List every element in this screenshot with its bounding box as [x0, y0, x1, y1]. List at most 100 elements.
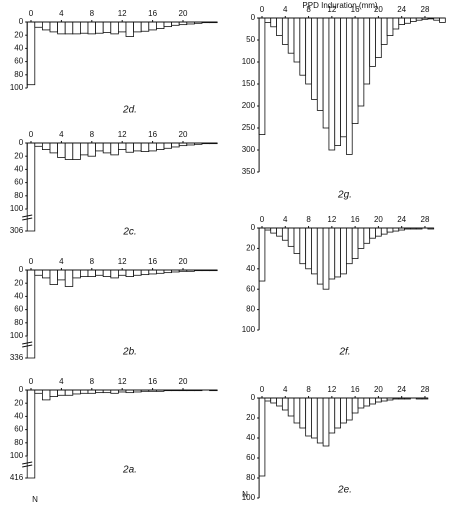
bar	[316, 17, 324, 111]
y-tick-label: 80	[14, 318, 23, 327]
bar	[49, 269, 58, 285]
bar	[299, 17, 307, 76]
bar	[276, 227, 283, 237]
y-tick-label: 100	[10, 204, 24, 213]
x-axis-label: PPD Induration (mm)	[302, 1, 377, 10]
bar	[42, 142, 51, 150]
bar	[125, 21, 134, 37]
bar	[72, 269, 81, 279]
x-tick-label: 0	[29, 377, 34, 386]
panel-title: 2b.	[122, 347, 137, 358]
x-tick-label: 8	[306, 385, 311, 394]
bar	[148, 21, 157, 31]
x-tick-label: 28	[421, 385, 430, 394]
bar	[380, 17, 388, 45]
y-tick-label: 60	[14, 305, 23, 314]
bar	[133, 21, 142, 33]
y-tick-label: 0	[251, 223, 256, 232]
axis-break	[22, 461, 33, 468]
x-tick-label: 24	[397, 385, 406, 394]
x-tick-label: 20	[374, 215, 383, 224]
y-tick-label: 60	[14, 57, 23, 66]
bar	[163, 142, 172, 149]
bar	[64, 269, 74, 287]
bar	[72, 389, 81, 395]
bar	[118, 269, 127, 276]
bar	[64, 21, 74, 35]
panel-title: 2g.	[337, 190, 352, 201]
panel-title: 2a.	[122, 465, 137, 476]
y-tick-label: 40	[14, 412, 23, 421]
y-tick-label: 40	[14, 292, 23, 301]
x-tick-label: 8	[90, 9, 95, 18]
bar	[49, 389, 58, 397]
bar	[369, 17, 376, 67]
y-tick-label: 250	[242, 123, 256, 132]
x-tick-label: 24	[397, 5, 406, 14]
y-axis-label: N	[242, 490, 248, 499]
bar	[363, 17, 371, 85]
bar	[375, 397, 382, 403]
y-tick-label: 40	[246, 264, 255, 273]
bar	[334, 397, 341, 429]
bar	[148, 269, 157, 275]
x-tick-label: 4	[283, 5, 288, 14]
bar	[110, 269, 119, 279]
bar	[293, 17, 301, 63]
x-tick-label: 20	[179, 257, 188, 266]
y-tick-label: 80	[246, 305, 255, 314]
bar	[351, 227, 359, 260]
y-tick-label: 50	[246, 35, 255, 44]
bar	[357, 227, 365, 249]
bar	[258, 17, 266, 135]
bar	[311, 227, 318, 275]
y-tick-label: 0	[19, 265, 24, 274]
x-tick-label: 16	[148, 130, 157, 139]
x-tick-label: 0	[260, 5, 265, 14]
bar	[270, 227, 277, 234]
x-tick-label: 20	[179, 130, 188, 139]
y-tick-label: 40	[14, 44, 23, 53]
y-tick-label: 40	[14, 165, 23, 174]
bar	[276, 397, 283, 407]
bar	[133, 269, 142, 276]
bar	[102, 142, 112, 154]
y-tick-label: 20	[246, 413, 255, 422]
bar	[345, 397, 353, 421]
bar	[380, 227, 388, 235]
x-tick-label: 0	[260, 385, 265, 394]
y-tick-label: 100	[10, 451, 24, 460]
bar	[42, 389, 51, 401]
bar	[334, 227, 341, 278]
x-tick-label: 0	[29, 9, 34, 18]
bar	[87, 142, 96, 157]
bar	[369, 397, 376, 405]
bar	[148, 142, 157, 152]
x-tick-label: 28	[421, 5, 430, 14]
bar	[64, 142, 74, 160]
bar	[80, 269, 89, 277]
bar	[264, 17, 272, 23]
y-tick-label: 0	[19, 138, 24, 147]
bar	[439, 17, 446, 23]
x-tick-label: 20	[179, 377, 188, 386]
bar	[171, 142, 180, 148]
bar	[125, 142, 134, 153]
x-tick-label: 8	[90, 257, 95, 266]
bar	[322, 17, 330, 129]
y-tick-label: 20	[14, 398, 23, 407]
bar	[72, 21, 81, 35]
bar	[340, 397, 347, 424]
x-tick-label: 28	[421, 215, 430, 224]
bar	[375, 227, 382, 237]
bar	[334, 17, 341, 146]
y-tick-label: 350	[242, 167, 256, 176]
x-tick-label: 4	[59, 257, 64, 266]
bar	[281, 17, 289, 45]
bar	[392, 17, 400, 30]
bar	[110, 21, 119, 35]
bar	[293, 397, 301, 424]
y-tick-label: 0	[19, 385, 24, 394]
bar	[299, 227, 307, 265]
bar	[140, 21, 150, 32]
